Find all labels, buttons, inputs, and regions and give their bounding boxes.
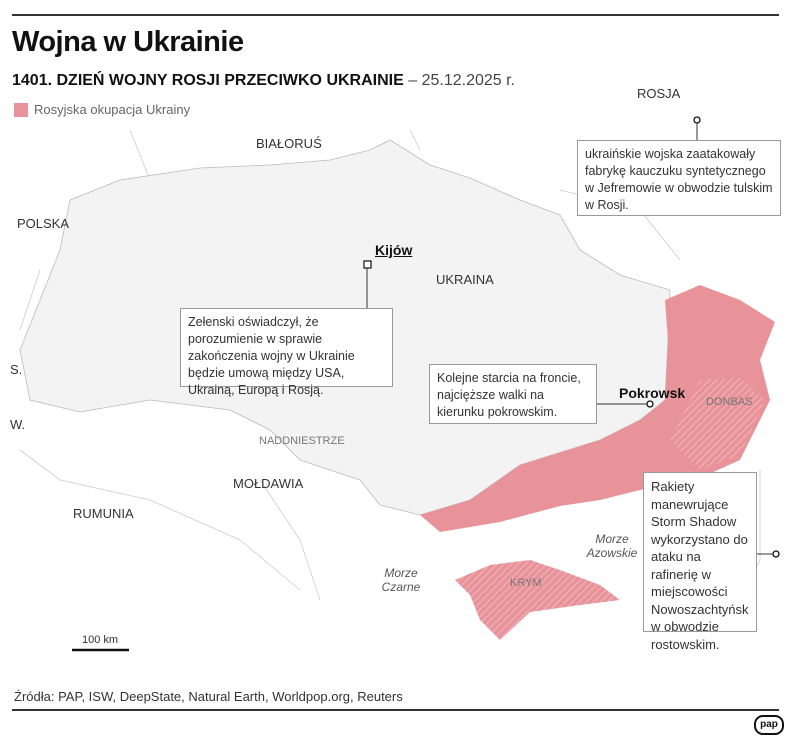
neighbor-borders [19,129,761,601]
label-romania: RUMUNIA [73,506,134,521]
label-pokrovsk: Pokrowsk [619,385,686,401]
annotation-kyiv: Zełenski oświadczył, że porozumienie w s… [180,308,393,397]
subtitle-day: 1401. DZIEŃ WOJNY ROSJI PRZECIWKO UKRAIN… [12,72,404,89]
label-transnistria: NADDNIESTRZE [259,435,345,447]
kyiv-marker [363,260,372,269]
label-ukraine: UKRAINA [436,272,494,287]
label-kyiv: Kijów [375,242,413,258]
scale-label: 100 km [82,634,119,646]
rostov-marker [772,550,780,558]
crimea [455,560,620,640]
label-belarus: BIAŁORUŚ [256,136,322,151]
annotation-front: Kolejne starcia na froncie, najcięższe w… [429,364,597,424]
label-crimea: KRYM [510,577,542,589]
pokrovsk-marker [646,400,654,408]
label-russia: ROSJA [637,86,681,101]
bottom-rule [12,709,779,711]
top-rule [12,14,779,16]
occupied-territory [420,285,775,532]
label-black-sea: Morze Czarne [381,566,421,594]
subtitle: 1401. DZIEŃ WOJNY ROSJI PRZECIWKO UKRAIN… [12,72,515,90]
legend-label: Rosyjska okupacja Ukrainy [34,102,191,117]
annotation-russia: ukraińskie wojska zaatakowały fabrykę ka… [577,140,781,216]
label-hungary: W. [10,417,26,432]
pap-logo: pap [754,715,784,735]
legend-swatch [14,102,28,117]
label-moldova: MOŁDAWIA [233,476,304,491]
sources: Źródła: PAP, ISW, DeepState, Natural Ear… [14,689,403,704]
label-azov-sea: Morze Azowskie [586,532,638,560]
donbas-hatch [670,378,765,470]
label-poland: POLSKA [17,216,70,231]
legend: Rosyjska okupacja Ukrainy [14,102,190,117]
label-slovakia: S. [10,362,23,377]
label-donbas: DONBAS [706,396,753,408]
annotation-rostov: Rakiety manewrujące Storm Shadow wykorzy… [643,472,757,652]
russia-marker [693,116,701,124]
page-title: Wojna w Ukrainie [12,26,244,58]
subtitle-date: – 25.12.2025 r. [408,72,515,89]
